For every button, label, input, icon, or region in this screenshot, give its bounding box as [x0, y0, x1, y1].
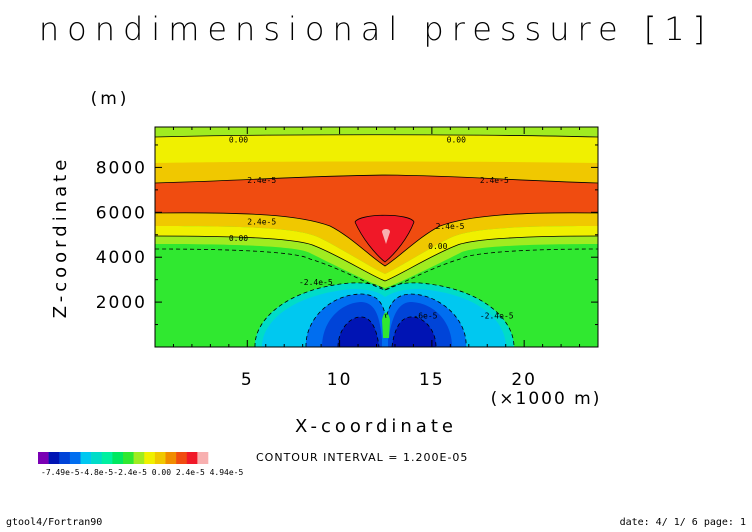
x-unit-label: (×1000 m) [491, 389, 602, 409]
contour-interval-label: CONTOUR INTERVAL = 1.200E-05 [256, 451, 468, 464]
y-axis-label: Z-coordinate [50, 156, 71, 319]
colorbar-swatch [101, 452, 113, 464]
contour-label: -2.4e-5 [299, 278, 333, 287]
colorbar-swatch [80, 452, 92, 464]
x-tick-label: 5 [241, 370, 254, 390]
colorbar-swatch [48, 452, 60, 464]
x-axis: 5 10 15 20 [154, 127, 599, 390]
colorbar-swatch [186, 452, 198, 464]
band-yellow-top [155, 134, 598, 167]
band-orange-lower [155, 212, 598, 274]
y-unit-label: (m) [91, 89, 130, 109]
contour-label: 2.4e-5 [247, 217, 276, 226]
y-axis: 2000 4000 6000 8000 [96, 144, 598, 326]
contour-labels: 0.00 0.00 2.4e-5 2.4e-5 2.4e-5 2.4e-5 0.00 0.00… [229, 135, 514, 320]
colorbar-swatch [38, 452, 49, 464]
band-light-green-lower [155, 236, 598, 288]
colorbar-swatch [91, 452, 103, 464]
x-tick-label: 15 [419, 370, 445, 390]
y-tick-label: 4000 [96, 248, 147, 268]
x-tick-label: 10 [327, 370, 353, 390]
band-pink-max [382, 229, 390, 244]
contour-label: 0.00 [447, 135, 466, 144]
contour-label: 0.00 [229, 234, 248, 243]
contour-label: 2.4e-5 [480, 176, 509, 185]
colorbar-swatch [133, 452, 145, 464]
y-tick-label: 2000 [96, 293, 147, 313]
chart-title: nondimensional pressure [1] [39, 10, 713, 48]
footer-right: date: 4/ 1/ 6 page: 1 [620, 517, 746, 528]
contour-lines [155, 134, 598, 347]
colorbar-tick-labels: -7.49e-5-4.8e-5-2.4e-5 0.00 2.4e-5 4.94e… [41, 468, 243, 477]
contour-label: 2.4e-5 [247, 176, 276, 185]
y-tick-label: 8000 [96, 158, 147, 178]
band-center-gap [382, 312, 390, 338]
contour-plot: 0.00 0.00 2.4e-5 2.4e-5 2.4e-5 2.4e-5 0.00 0.00… [155, 127, 598, 347]
colorbar-swatch [69, 452, 81, 464]
colorbar-swatch [154, 452, 166, 464]
colorbar-swatch [144, 452, 156, 464]
band-yellow-lower [155, 226, 598, 281]
contour-label: 0.00 [428, 242, 447, 251]
y-tick-label: 6000 [96, 203, 147, 223]
band-deep-blue-right [392, 316, 436, 347]
contour-label: -2.4e-5 [480, 312, 514, 321]
colorbar-swatch [123, 452, 134, 464]
colorbar-swatch [176, 452, 188, 464]
colorbar-swatch [112, 452, 124, 464]
colorbar-swatch [59, 452, 71, 464]
colorbar-swatch [165, 452, 177, 464]
contour-label: 0.00 [229, 135, 248, 144]
contour-label: 2.4e-5 [436, 222, 465, 231]
contour-label: -6e-5 [413, 312, 437, 321]
x-tick-label: 20 [511, 370, 537, 390]
colorbar-swatch [197, 452, 209, 464]
footer-left: gtool4/Fortran90 [6, 517, 102, 528]
colorbar [38, 452, 209, 464]
x-axis-label: X-coordinate [295, 416, 457, 437]
band-deep-blue-left [338, 316, 379, 347]
